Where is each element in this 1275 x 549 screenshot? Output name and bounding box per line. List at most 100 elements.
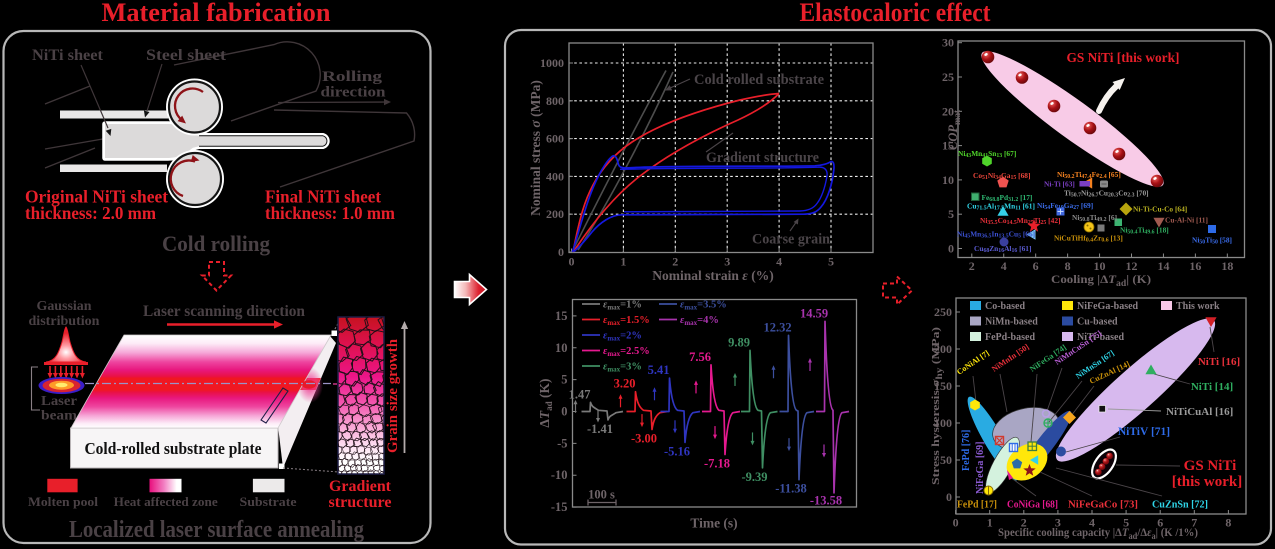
svg-text:Laser: Laser xyxy=(41,393,77,408)
svg-text:Co51Ni34Ga15 [68]: Co51Ni34Ga15 [68] xyxy=(973,171,1030,181)
svg-text:structure: structure xyxy=(329,494,392,511)
svg-text:10: 10 xyxy=(555,341,568,355)
svg-text:Ni-Ti-Cu-Co [64]: Ni-Ti-Cu-Co [64] xyxy=(1133,205,1187,214)
svg-text:εmax=1.5%: εmax=1.5% xyxy=(603,315,650,327)
svg-text:NiTi [14]: NiTi [14] xyxy=(1191,381,1233,393)
svg-text:direction: direction xyxy=(321,85,387,101)
svg-text:GS NiTi [this work]: GS NiTi [this work] xyxy=(1067,51,1180,66)
svg-text:Laser scanning direction: Laser scanning direction xyxy=(143,303,305,320)
svg-text:Substrate: Substrate xyxy=(240,494,297,509)
svg-text:NiFeGa-based: NiFeGa-based xyxy=(1077,301,1139,312)
svg-text:600: 600 xyxy=(546,132,564,146)
svg-text:This work: This work xyxy=(1176,301,1220,312)
svg-text:εmax=2.5%: εmax=2.5% xyxy=(603,346,650,358)
svg-text:1.47: 1.47 xyxy=(569,387,591,401)
svg-text:0: 0 xyxy=(569,255,575,269)
svg-text:7.56: 7.56 xyxy=(689,350,711,364)
svg-text:CuZnSn [72]: CuZnSn [72] xyxy=(1152,500,1208,511)
svg-text:6: 6 xyxy=(1033,259,1039,273)
svg-text:Localized laser surface anneal: Localized laser surface annealing xyxy=(69,517,364,543)
svg-text:15: 15 xyxy=(555,309,568,323)
svg-text:9.89: 9.89 xyxy=(728,335,750,349)
svg-text:0: 0 xyxy=(953,516,959,530)
svg-text:Rolling: Rolling xyxy=(322,69,383,85)
svg-text:GS NiTi: GS NiTi xyxy=(1184,458,1237,474)
svg-text:Specific cooling capacity |ΔTa: Specific cooling capacity |ΔTad/Δεa| (K … xyxy=(998,527,1198,541)
svg-text:NiTiV [71]: NiTiV [71] xyxy=(1118,426,1170,438)
svg-text:Cold rolled substrate: Cold rolled substrate xyxy=(694,72,825,88)
svg-text:15: 15 xyxy=(942,139,954,153)
svg-text:12: 12 xyxy=(1126,259,1138,273)
svg-text:[this work]: [this work] xyxy=(1172,474,1242,490)
svg-text:4: 4 xyxy=(776,255,782,269)
svg-text:25: 25 xyxy=(942,70,954,84)
svg-text:-5.16: -5.16 xyxy=(664,444,690,458)
svg-text:FePd [76]: FePd [76] xyxy=(961,430,972,471)
svg-text:3: 3 xyxy=(1055,516,1061,530)
svg-text:1: 1 xyxy=(620,255,626,269)
svg-text:2: 2 xyxy=(969,259,975,273)
svg-text:Final NiTi sheet: Final NiTi sheet xyxy=(265,187,381,207)
svg-text:50: 50 xyxy=(940,453,952,467)
svg-text:10: 10 xyxy=(1094,259,1106,273)
svg-text:12.32: 12.32 xyxy=(763,320,791,334)
svg-text:Coarse grain: Coarse grain xyxy=(752,232,830,248)
svg-text:Co-based: Co-based xyxy=(985,301,1025,312)
svg-text:-3.00: -3.00 xyxy=(631,431,657,445)
svg-text:FePd [17]: FePd [17] xyxy=(957,500,997,511)
svg-text:-10: -10 xyxy=(551,468,568,482)
svg-text:beam: beam xyxy=(41,408,78,423)
svg-text:εmax=3%: εmax=3% xyxy=(603,362,642,374)
svg-text:Gaussian: Gaussian xyxy=(37,299,92,314)
svg-text:Ni43Mn41Sn13 [67]: Ni43Mn41Sn13 [67] xyxy=(958,149,1016,159)
svg-text:Time (s): Time (s) xyxy=(690,516,737,531)
svg-text:5: 5 xyxy=(561,373,567,387)
svg-text:200: 200 xyxy=(934,342,952,356)
svg-text:-1.41: -1.41 xyxy=(587,422,613,436)
svg-text:Ni50.8Ti49.2 [6]: Ni50.8Ti49.2 [6] xyxy=(1072,213,1117,223)
svg-text:Elastocaloric effect: Elastocaloric effect xyxy=(800,0,991,27)
svg-text:Ni50.4Ti49.6 [18]: Ni50.4Ti49.6 [18] xyxy=(1120,226,1169,236)
svg-text:16: 16 xyxy=(1189,259,1201,273)
svg-text:250: 250 xyxy=(934,305,952,319)
svg-text:5: 5 xyxy=(948,207,954,221)
svg-text:Cu-based: Cu-based xyxy=(1077,317,1118,328)
svg-text:Cold rolling: Cold rolling xyxy=(162,231,271,256)
svg-text:Molten pool: Molten pool xyxy=(28,494,98,509)
svg-text:NiTi-based: NiTi-based xyxy=(1077,332,1124,343)
svg-text:10: 10 xyxy=(942,173,954,187)
svg-text:5: 5 xyxy=(1123,516,1129,530)
svg-text:Ni45Mn36.5In13.5Cu5 [66]: Ni45Mn36.5In13.5Cu5 [66] xyxy=(957,230,1035,240)
svg-text:FePd-based: FePd-based xyxy=(985,332,1035,343)
svg-text:5.41: 5.41 xyxy=(648,363,670,377)
svg-text:Ti50.7Ni26.7Cu20.3Co2.3 [70]: Ti50.7Ni26.7Cu20.3Co2.3 [70] xyxy=(1064,189,1149,199)
svg-text:Fe68.8Pd31.2 [17]: Fe68.8Pd31.2 [17] xyxy=(982,193,1033,203)
svg-text:-7.18: -7.18 xyxy=(704,457,730,471)
svg-text:7: 7 xyxy=(1191,516,1197,530)
svg-text:CoNiGa [68]: CoNiGa [68] xyxy=(1007,500,1058,511)
svg-text:εmax=3.5%: εmax=3.5% xyxy=(680,300,727,312)
svg-text:COPmat: COPmat xyxy=(946,110,962,150)
svg-text:100 s: 100 s xyxy=(588,488,615,502)
svg-text:5: 5 xyxy=(828,255,834,269)
svg-text:Nominal strain ε (%): Nominal strain ε (%) xyxy=(652,268,773,283)
svg-text:-15: -15 xyxy=(551,500,568,514)
svg-text:1: 1 xyxy=(987,516,993,530)
svg-text:-13.58: -13.58 xyxy=(810,494,842,508)
svg-text:18: 18 xyxy=(1221,259,1233,273)
svg-text:0: 0 xyxy=(948,242,954,256)
svg-text:Cu-Al-Ni [11]: Cu-Al-Ni [11] xyxy=(1165,216,1208,225)
svg-text:Gradient structure: Gradient structure xyxy=(706,150,820,166)
svg-text:thickness: 2.0 mm: thickness: 2.0 mm xyxy=(25,203,156,223)
svg-text:3: 3 xyxy=(724,255,730,269)
svg-text:2: 2 xyxy=(672,255,678,269)
svg-text:1000: 1000 xyxy=(540,56,564,70)
svg-text:NiTiCuAl [16]: NiTiCuAl [16] xyxy=(1166,406,1233,418)
svg-text:0: 0 xyxy=(558,245,564,259)
svg-text:Stress hysteresis σhy (MPa): Stress hysteresis σhy (MPa) xyxy=(930,327,944,485)
svg-text:8: 8 xyxy=(1225,516,1231,530)
svg-text:Cu68Zn16Al16 [61]: Cu68Zn16Al16 [61] xyxy=(974,244,1031,254)
svg-text:0: 0 xyxy=(946,490,952,504)
svg-text:ΔTad (K): ΔTad (K) xyxy=(537,378,554,427)
svg-text:Steel sheet: Steel sheet xyxy=(146,47,227,64)
